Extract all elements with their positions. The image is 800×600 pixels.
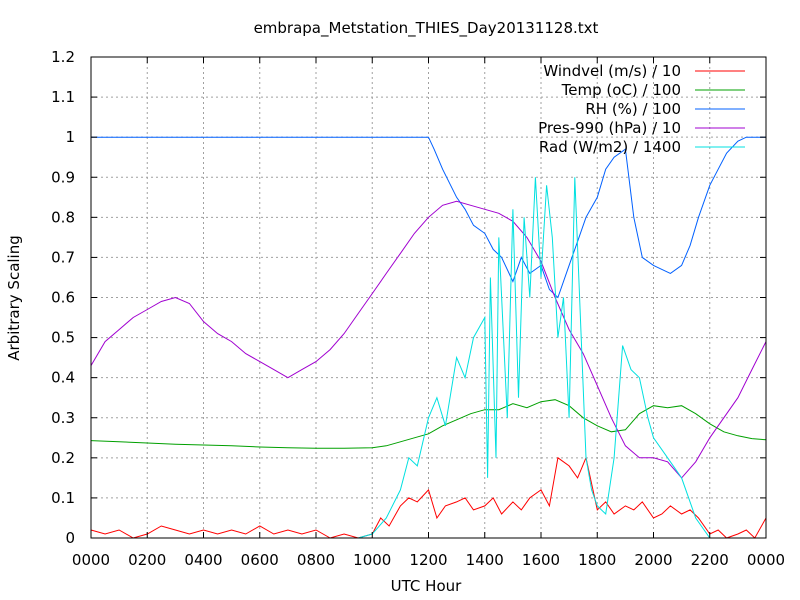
y-tick-label: 0.6 (51, 289, 75, 307)
y-tick-label: 1.1 (51, 88, 75, 106)
x-tick-label: 1000 (353, 551, 391, 569)
legend-label: Rad (W/m2) / 1400 (539, 138, 681, 156)
x-tick-label: 0400 (184, 551, 222, 569)
x-tick-label: 0800 (297, 551, 335, 569)
y-tick-label: 0.1 (51, 489, 75, 507)
x-tick-label: 1200 (409, 551, 447, 569)
legend-label: Pres-990 (hPa) / 10 (538, 119, 681, 137)
x-tick-label: 0000 (72, 551, 110, 569)
x-tick-label: 0200 (128, 551, 166, 569)
x-axis-label: UTC Hour (391, 577, 462, 595)
y-tick-label: 0 (65, 529, 75, 547)
series-line-1 (90, 399, 767, 449)
y-axis-label: Arbitrary Scaling (5, 235, 23, 361)
chart-title: embrapa_Metstation_THIES_Day20131128.txt (254, 19, 599, 38)
x-tick-label: 0000 (747, 551, 785, 569)
y-tick-label: 0.4 (51, 369, 75, 387)
x-tick-label: 1400 (466, 551, 504, 569)
x-tick-label: 2000 (634, 551, 672, 569)
series-line-2 (91, 136, 766, 299)
y-tick-label: 0.5 (51, 329, 75, 347)
y-tick-label: 0.2 (51, 449, 75, 467)
series-line-0 (90, 456, 767, 539)
ticks: 0 0.1 0.2 0.3 0.4 0.5 0.6 0.7 0.8 0.9 1 1.1 1.2 0000 0… (51, 48, 785, 569)
series-line-3 (90, 200, 767, 479)
x-tick-label: 2200 (691, 551, 729, 569)
y-tick-label: 0.3 (51, 409, 75, 427)
y-tick-label: 1 (65, 128, 75, 146)
legend-label: RH (%) / 100 (585, 100, 681, 118)
y-tick-label: 0.9 (51, 168, 75, 186)
series-layer (90, 136, 767, 539)
x-tick-label: 1600 (522, 551, 560, 569)
legend-label: Windvel (m/s) / 10 (543, 62, 681, 80)
y-tick-label: 0.7 (51, 248, 75, 266)
y-tick-label: 0.8 (51, 208, 75, 226)
x-tick-label: 1800 (578, 551, 616, 569)
y-tick-label: 1.2 (51, 48, 75, 66)
series-line-4 (91, 177, 766, 539)
x-tick-label: 0600 (241, 551, 279, 569)
legend-label: Temp (oC) / 100 (561, 81, 681, 99)
